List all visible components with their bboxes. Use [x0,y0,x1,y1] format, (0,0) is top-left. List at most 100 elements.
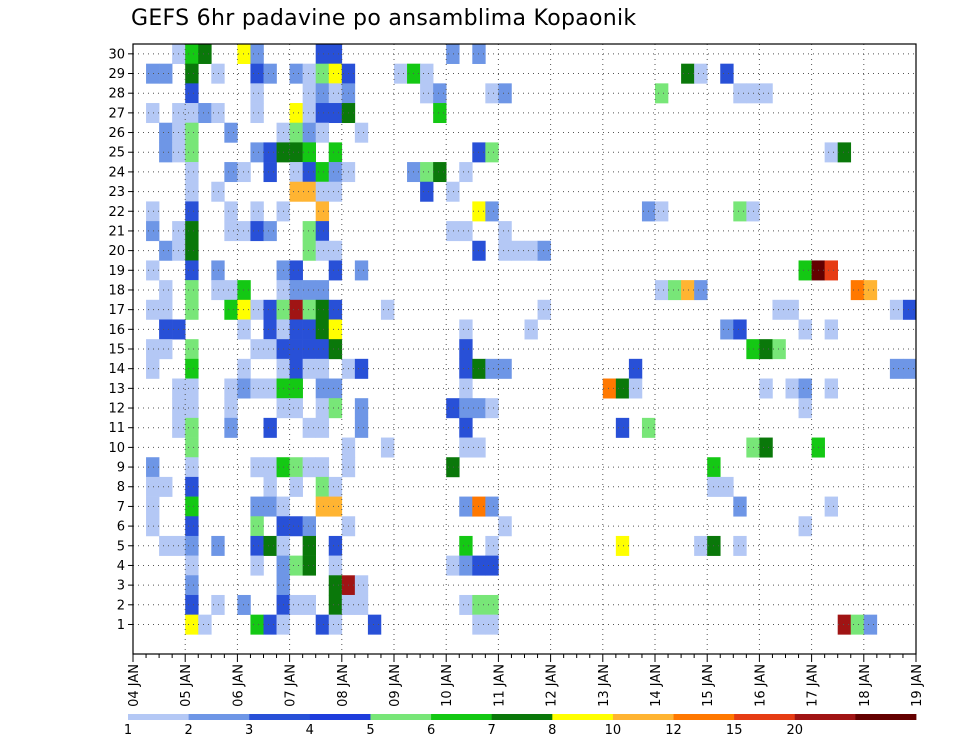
heatmap-cell [302,299,316,320]
colorbar-label: 3 [245,723,253,738]
heatmap-cell [302,103,316,124]
colorbar-label: 20 [787,723,804,738]
heatmap-cell [720,476,734,497]
heatmap-cell [146,496,160,517]
colorbar-swatch [249,714,311,720]
y-tick-label: 4 [117,559,125,574]
heatmap-cell [315,457,330,478]
colorbar-label: 6 [427,723,435,738]
heatmap-cell [524,240,538,261]
heatmap-cell [628,378,643,399]
x-tick-label: 04 JAN [127,664,142,707]
heatmap-cell [824,319,838,340]
heatmap-cell [328,44,343,64]
y-tick-label: 7 [117,500,125,515]
heatmap-cell [224,162,238,183]
heatmap-cell [720,319,734,340]
heatmap-cell [759,437,773,458]
colorbar-swatch [552,714,614,720]
heatmap-cell [146,221,160,242]
colorbar-swatch [431,714,493,720]
heatmap-cell [302,535,316,556]
colorbar-swatch [673,714,735,720]
heatmap-cell [315,103,330,124]
heatmap-cell [302,142,316,163]
heatmap-cell [315,299,330,320]
colorbar-label: 4 [306,723,314,738]
heatmap-cell [759,83,773,104]
colorbar: 1 2 3 4 5 6 7 8 10 12 15 20 [124,714,917,738]
heatmap-cell [263,319,277,340]
y-tick-label: 22 [108,205,125,220]
heatmap-cell [863,614,878,635]
heatmap-cell [498,221,512,242]
heatmap-cell [224,122,238,143]
heatmap-cell [185,555,199,576]
heatmap-cell [328,339,343,360]
heatmap-cell [302,240,316,261]
y-tick-label: 2 [117,598,125,613]
heatmap-cell [902,299,917,320]
heatmap-cell [615,417,630,438]
heatmap-cell [459,535,473,556]
heatmap-cell [146,339,160,360]
heatmap-cell [302,83,316,104]
heatmap-cell [655,83,669,104]
heatmap-cell [250,614,264,635]
heatmap-cell [420,83,434,104]
heatmap-cell [289,260,303,281]
heatmap-cell [498,240,512,261]
heatmap-cell [159,476,173,497]
heatmap-cell [159,299,173,320]
heatmap-cell [159,535,173,556]
heatmap-cell [733,535,747,556]
heatmap-cell [302,162,316,183]
heatmap-cell [263,63,277,84]
heatmap-cell [498,83,512,104]
x-tick-label: 12 JAN [545,664,560,707]
heatmap-cell [146,260,160,281]
heatmap-cell [315,476,330,497]
heatmap-cell [889,299,904,320]
y-tick-label: 20 [108,244,125,259]
heatmap-cell [485,142,499,163]
heatmap-cell [485,358,499,379]
heatmap-cell [289,103,303,124]
heatmap-cell [185,83,199,104]
x-tick-label: 17 JAN [806,664,821,707]
heatmap-cell [798,378,812,399]
x-tick-label: 07 JAN [284,664,299,707]
heatmap-cell [185,201,199,222]
heatmap-cell [394,63,408,84]
heatmap-cell [720,63,734,84]
heatmap-cell [289,378,303,399]
heatmap-cell [198,44,212,64]
heatmap-cell [759,339,773,360]
heatmap-cell [302,516,316,537]
heatmap-cell [681,280,695,301]
x-tick-label: 05 JAN [179,664,194,707]
y-tick-label: 16 [108,323,125,338]
heatmap-cell [263,378,277,399]
heatmap-cell [289,457,303,478]
heatmap-cell [772,299,786,320]
heatmap-cell [785,378,799,399]
heatmap-cell [733,319,747,340]
heatmap-cell [459,319,473,340]
heatmap-cell [302,358,316,379]
heatmap-cell [420,181,434,202]
heatmap-cell [185,437,199,458]
heatmap-cell [211,103,225,124]
heatmap-cell [289,516,303,537]
heatmap-cell [289,162,303,183]
heatmap-cell [224,299,238,320]
heatmap-cell [250,103,264,124]
heatmap-cell [459,358,473,379]
heatmap-cell [263,535,277,556]
heatmap-cell [328,63,343,84]
heatmap-cell [328,476,343,497]
heatmap-cell [354,260,369,281]
x-tick-label: 06 JAN [231,664,246,707]
heatmap-cell [824,378,838,399]
heatmap-cell [459,496,473,517]
